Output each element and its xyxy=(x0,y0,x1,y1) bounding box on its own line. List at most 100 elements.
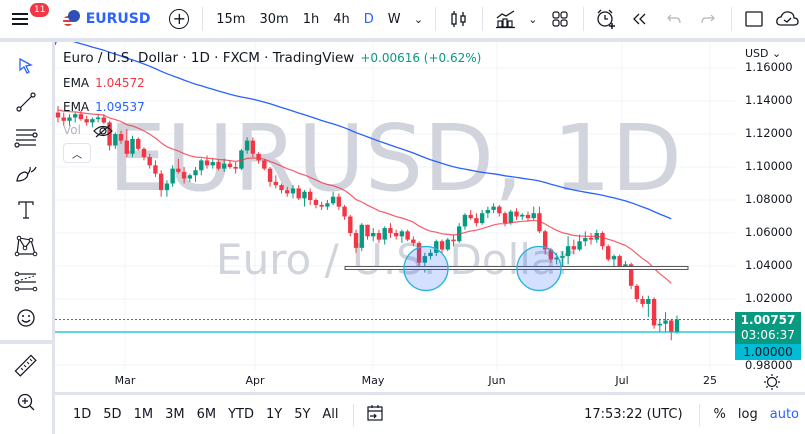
candle xyxy=(434,241,439,253)
candle xyxy=(158,173,164,191)
time-label: Apr xyxy=(245,374,265,387)
highlight-circle[interactable] xyxy=(516,245,562,292)
cloud-save-icon xyxy=(776,11,799,26)
price-label: 0.98000 xyxy=(745,358,793,372)
indicators-button[interactable] xyxy=(489,0,523,38)
brush-tool[interactable] xyxy=(0,156,52,192)
interval-4h[interactable]: 4h xyxy=(333,11,350,27)
range-6m[interactable]: 6M xyxy=(196,407,217,422)
candle xyxy=(239,150,244,169)
alert-button[interactable] xyxy=(590,0,624,38)
candle xyxy=(531,213,536,219)
candle xyxy=(623,264,628,266)
replay-button[interactable] xyxy=(623,0,657,38)
chart-pane: EURUSD, 1D Euro / U.S. Dollar Euro / U.S.… xyxy=(55,42,805,434)
candlestick-chart[interactable]: EURUSD, 1D Euro / U.S. Dollar xyxy=(55,42,735,370)
range-ytd[interactable]: YTD xyxy=(228,407,254,422)
candle xyxy=(130,138,135,154)
volume-label: Vol xyxy=(63,123,81,137)
percent-scale-toggle[interactable]: % xyxy=(713,407,726,422)
time-axis[interactable]: Mar Apr May Jun Jul 25 xyxy=(55,370,805,392)
highlight-circle[interactable] xyxy=(403,245,449,292)
candle xyxy=(640,299,645,304)
hidden-eye-icon[interactable] xyxy=(92,124,113,138)
range-5d[interactable]: 5D xyxy=(103,407,122,422)
ema-slow-legend[interactable]: EMA 1.09537 xyxy=(63,100,145,114)
candle xyxy=(325,203,330,207)
chart-legend-title: Euro / U.S. Dollar · 1D · FXCM · Trading… xyxy=(63,50,481,66)
replay-icon xyxy=(633,13,646,25)
prediction-icon xyxy=(14,271,38,292)
candle xyxy=(451,239,456,242)
layouts-button[interactable] xyxy=(543,0,577,38)
log-scale-toggle[interactable]: log xyxy=(737,407,758,422)
ruler-tool[interactable] xyxy=(0,348,52,384)
goto-date-button[interactable] xyxy=(362,404,388,426)
price-label: 1.02000 xyxy=(745,291,793,305)
collapse-legend-button[interactable]: ︿ xyxy=(63,143,91,163)
chart-type-button[interactable] xyxy=(442,0,476,38)
zoom-tool[interactable] xyxy=(0,384,52,420)
interval-30m[interactable]: 30m xyxy=(259,11,289,27)
divider xyxy=(352,403,354,426)
interval-15m[interactable]: 15m xyxy=(216,11,246,27)
trendline-tool[interactable] xyxy=(0,84,52,120)
range-1y[interactable]: 1Y xyxy=(265,407,283,422)
volume-legend[interactable]: Vol xyxy=(63,123,113,138)
cloud-save-button[interactable] xyxy=(771,0,805,38)
cursor-tool[interactable] xyxy=(0,48,52,84)
ema-fast-label: EMA xyxy=(63,76,90,90)
candle xyxy=(141,148,147,158)
indicators-dropdown-button[interactable]: ⌄ xyxy=(523,0,543,38)
chevron-down-icon: ⌄ xyxy=(413,12,424,26)
divider xyxy=(0,340,52,344)
range-all[interactable]: All xyxy=(322,407,339,422)
candle xyxy=(514,211,519,217)
menu-button[interactable]: 11 xyxy=(0,0,50,38)
range-1d[interactable]: 1D xyxy=(73,407,92,422)
candle xyxy=(342,206,347,217)
interval-1h[interactable]: 1h xyxy=(302,11,320,27)
pattern-tool[interactable] xyxy=(0,228,52,264)
range-1m[interactable]: 1M xyxy=(133,407,154,422)
fib-tool[interactable] xyxy=(0,120,52,156)
compare-symbol-button[interactable]: + xyxy=(163,0,197,38)
candle xyxy=(187,175,193,179)
redo-button[interactable] xyxy=(691,0,725,38)
symbol-name: EURUSD xyxy=(85,11,151,27)
notification-badge: 11 xyxy=(30,3,50,17)
settings-sun-icon[interactable] xyxy=(763,373,781,391)
chevron-up-icon: ︿ xyxy=(72,149,82,161)
interval-dropdown-button[interactable]: ⌄ xyxy=(408,0,430,38)
emoji-tool[interactable] xyxy=(0,300,52,336)
currency-selector[interactable]: USD ⌄ xyxy=(745,47,782,60)
candle xyxy=(393,233,399,237)
range-3m[interactable]: 3M xyxy=(165,407,185,422)
symbol-search-button[interactable]: EURUSD xyxy=(40,0,163,38)
ruler-icon xyxy=(14,354,37,377)
ema-fast-legend[interactable]: EMA 1.04572 xyxy=(63,76,145,90)
price-chart[interactable]: EURUSD, 1D Euro / U.S. Dollar Euro / U.S.… xyxy=(55,42,805,370)
fullscreen-button[interactable] xyxy=(738,0,772,38)
interval-W[interactable]: W xyxy=(387,11,401,27)
range-5y[interactable]: 5Y xyxy=(294,407,311,422)
utc-clock[interactable]: 17:53:22 (UTC) xyxy=(584,407,683,422)
undo-button[interactable] xyxy=(657,0,691,38)
divider xyxy=(582,7,584,31)
candle xyxy=(525,214,531,219)
candle xyxy=(674,319,680,332)
price-axis[interactable]: USD ⌄ 1.16000 1.14000 1.12000 1.10000 1.0800… xyxy=(735,42,805,372)
price-label: 1.16000 xyxy=(745,60,793,74)
candle xyxy=(542,231,548,250)
divider xyxy=(482,7,484,31)
candle xyxy=(153,165,158,174)
interval-D[interactable]: D xyxy=(363,11,374,27)
prediction-tool[interactable] xyxy=(0,264,52,300)
text-tool[interactable] xyxy=(0,192,52,228)
candle xyxy=(565,246,571,257)
candle xyxy=(256,153,261,161)
interval-group: 15m 30m 1h 4h D W xyxy=(209,0,407,38)
auto-scale-toggle[interactable]: auto xyxy=(769,407,799,422)
candle xyxy=(491,206,496,210)
